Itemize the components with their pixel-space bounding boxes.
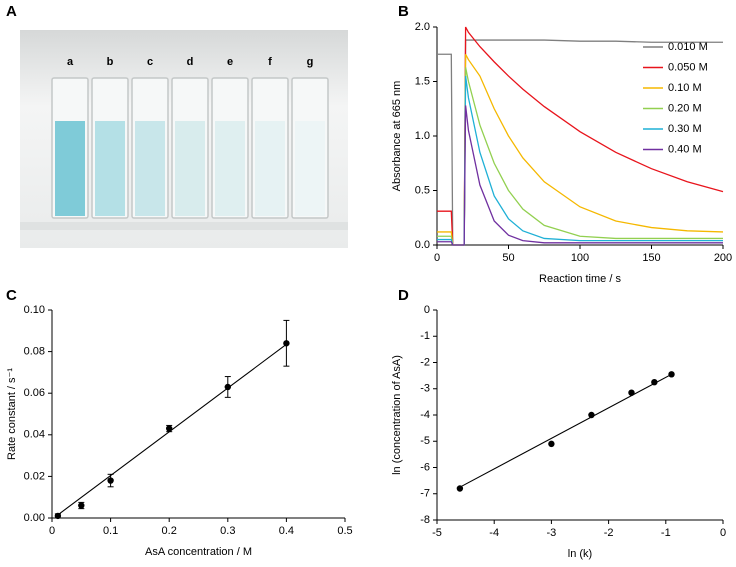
solution [55, 121, 85, 216]
y-axis-label: Absorbance at 665 nm [391, 81, 403, 192]
vial-label: d [187, 56, 194, 68]
photo: A a b c d e f g [6, 3, 348, 248]
x-tick-label: 0 [720, 527, 726, 539]
data-point [78, 502, 85, 509]
x-axis-label: ln (k) [568, 548, 592, 560]
y-tick-label: -1 [420, 330, 430, 342]
panel-label: D [398, 287, 409, 304]
data-point [166, 425, 173, 432]
x-tick-label: -1 [661, 527, 671, 539]
solution [255, 121, 285, 216]
vial-label: a [67, 56, 74, 68]
x-tick-label: 50 [502, 252, 514, 264]
y-tick-label: 0.02 [24, 470, 45, 482]
x-tick-label: -2 [604, 527, 614, 539]
y-tick-label: -8 [420, 514, 430, 526]
y-tick-label: -4 [420, 409, 430, 421]
data-point [668, 371, 675, 378]
data-point [224, 383, 231, 391]
series-line [437, 26, 724, 246]
data-point [651, 378, 658, 386]
vial-label: g [307, 56, 314, 68]
x-tick-label: 0.3 [220, 525, 235, 537]
solution [135, 121, 165, 216]
shelf [20, 222, 348, 230]
vial-label: c [147, 56, 153, 68]
y-tick-label: 0.00 [24, 512, 45, 524]
panel-label: C [6, 287, 17, 304]
x-tick-label: 0.5 [337, 525, 352, 537]
panel-label: A [6, 3, 17, 20]
x-tick-label: -5 [432, 527, 442, 539]
legend-label: 0.20 M [668, 102, 702, 114]
x-tick-label: 0.4 [279, 525, 294, 537]
y-tick-label: 0.0 [415, 239, 430, 251]
series-line [437, 75, 723, 246]
data-point [628, 389, 635, 396]
data-point [283, 340, 290, 347]
solution [295, 121, 325, 216]
y-axis-label: Rate constant / s⁻¹ [6, 368, 18, 460]
y-tick-label: -3 [420, 383, 430, 395]
vial-label: e [227, 56, 233, 68]
vial-label: f [268, 56, 272, 68]
y-tick-label: -6 [420, 461, 430, 473]
y-tick-label: 1.0 [415, 130, 430, 142]
solution [215, 121, 245, 216]
y-tick-label: 0.08 [24, 346, 45, 358]
data-point [456, 485, 464, 492]
y-axis-label: ln (concentration of AsA) [391, 355, 403, 475]
x-tick-label: -4 [489, 527, 499, 539]
y-tick-label: 0.5 [415, 184, 430, 196]
y-tick-label: -5 [420, 435, 430, 447]
data-point [107, 477, 114, 484]
legend-label: 0.10 M [668, 82, 702, 94]
data-point [54, 512, 62, 520]
y-tick-label: 0.04 [24, 429, 45, 441]
x-tick-label: -3 [547, 527, 557, 539]
legend-label: 0.30 M [668, 123, 702, 135]
data-point [548, 440, 555, 448]
y-tick-label: 0.10 [24, 304, 45, 316]
y-tick-label: 2.0 [415, 21, 430, 33]
panel-label: B [398, 3, 409, 20]
x-tick-label: 100 [571, 252, 589, 264]
y-tick-label: 1.5 [415, 75, 430, 87]
x-tick-label: 0 [434, 252, 440, 264]
x-axis-label: AsA concentration / M [145, 546, 252, 558]
x-tick-label: 150 [642, 252, 660, 264]
vial-label: b [107, 56, 114, 68]
y-tick-label: 0 [424, 304, 430, 316]
y-tick-label: -2 [420, 356, 430, 368]
legend-label: 0.40 M [668, 143, 702, 155]
series-line [437, 105, 723, 246]
data-point [588, 411, 595, 419]
x-axis-label: Reaction time / s [539, 273, 621, 285]
legend-label: 0.010 M [668, 41, 708, 53]
x-tick-label: 0.2 [162, 525, 177, 537]
legend-label: 0.050 M [668, 61, 708, 73]
x-tick-label: 0 [49, 525, 55, 537]
series-line [437, 67, 723, 246]
y-tick-label: -7 [420, 488, 430, 500]
x-tick-label: 0.1 [103, 525, 118, 537]
fit-line [459, 373, 672, 488]
solution [95, 121, 125, 216]
solution [175, 121, 205, 216]
x-tick-label: 200 [714, 252, 732, 264]
y-tick-label: 0.06 [24, 387, 45, 399]
